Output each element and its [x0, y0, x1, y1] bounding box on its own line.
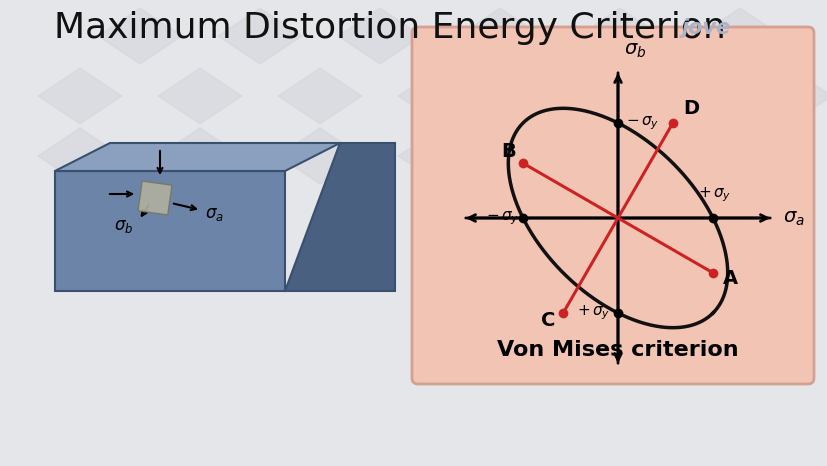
Polygon shape [38, 128, 122, 184]
Polygon shape [337, 8, 422, 64]
Polygon shape [55, 143, 340, 171]
Polygon shape [577, 8, 662, 64]
Text: $\sigma_b$: $\sigma_b$ [113, 217, 133, 235]
Text: jove: jove [681, 18, 729, 38]
Text: A: A [722, 269, 737, 288]
Polygon shape [398, 128, 481, 184]
Polygon shape [278, 128, 361, 184]
Polygon shape [158, 128, 241, 184]
Text: $-\,\sigma_y$: $-\,\sigma_y$ [485, 209, 519, 227]
Text: $+\,\sigma_y$: $+\,\sigma_y$ [697, 185, 731, 204]
Polygon shape [158, 68, 241, 124]
Text: $+\,\sigma_y$: $+\,\sigma_y$ [576, 304, 609, 322]
Text: D: D [682, 100, 698, 118]
Polygon shape [747, 68, 827, 124]
Polygon shape [638, 68, 721, 124]
Polygon shape [398, 68, 481, 124]
Polygon shape [98, 8, 182, 64]
FancyBboxPatch shape [412, 27, 813, 384]
Polygon shape [218, 8, 302, 64]
Polygon shape [697, 8, 781, 64]
Text: $\sigma_b$: $\sigma_b$ [624, 41, 646, 60]
Polygon shape [55, 171, 284, 291]
Polygon shape [278, 68, 361, 124]
Text: $\sigma_a$: $\sigma_a$ [205, 205, 223, 223]
Polygon shape [138, 181, 172, 215]
Polygon shape [284, 143, 394, 291]
Polygon shape [457, 8, 542, 64]
Polygon shape [518, 68, 601, 124]
Text: B: B [500, 142, 515, 161]
Text: $-\,\sigma_y$: $-\,\sigma_y$ [625, 114, 658, 132]
Text: $\sigma_a$: $\sigma_a$ [782, 208, 804, 227]
Polygon shape [38, 68, 122, 124]
Text: C: C [541, 311, 555, 330]
Text: Maximum Distortion Energy Criterion: Maximum Distortion Energy Criterion [54, 11, 725, 45]
Text: Von Mises criterion: Von Mises criterion [496, 340, 738, 360]
